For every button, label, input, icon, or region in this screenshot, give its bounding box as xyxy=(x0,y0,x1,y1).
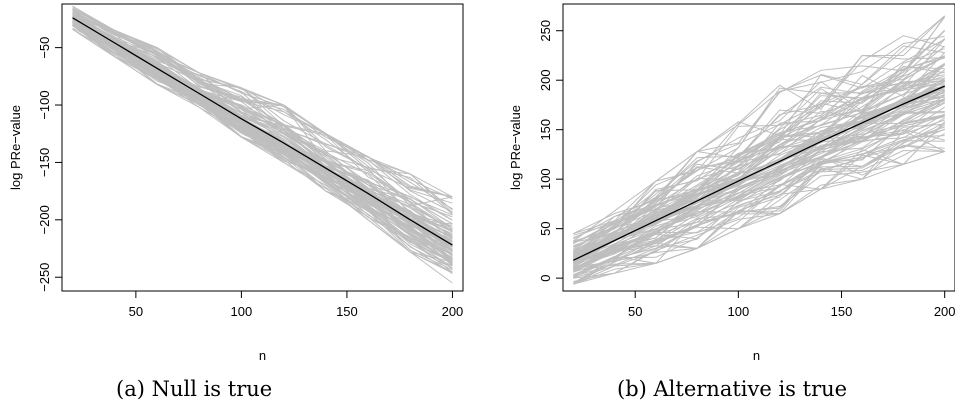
y-tick-label: −50 xyxy=(37,37,52,59)
replicate-line xyxy=(573,133,945,285)
replicate-line xyxy=(573,15,946,243)
replicate-line xyxy=(573,15,946,235)
x-tick-label: 50 xyxy=(628,304,642,319)
x-tick-label: 200 xyxy=(934,304,955,319)
panel-null-is-true: 50 100 150 200 −50 −100 −150 −200 −250 n log PR… xyxy=(8,3,464,363)
y-tick-label: 250 xyxy=(538,20,553,42)
y-tick-label: 100 xyxy=(538,168,553,190)
y-tick-label: −150 xyxy=(37,148,52,177)
y-tick-label: 200 xyxy=(538,69,553,91)
replicate-line xyxy=(573,126,945,284)
replicate-line xyxy=(72,5,453,198)
replicate-line xyxy=(573,140,945,270)
caption-alternative-is-true: (b) Alternative is true xyxy=(617,377,848,401)
x-tick-label: 50 xyxy=(129,304,143,319)
x-axis-label: n xyxy=(753,348,760,363)
replicate-line xyxy=(573,98,945,270)
replicate-line xyxy=(573,79,945,254)
replicate-line xyxy=(573,129,945,285)
replicate-line xyxy=(72,8,453,198)
caption-null-is-true: (a) Null is true xyxy=(116,377,273,401)
replicate-line xyxy=(72,24,453,265)
replicate-line xyxy=(573,84,945,258)
replicate-line xyxy=(573,55,945,253)
x-axis-ticks: 50 100 150 200 xyxy=(628,291,955,319)
y-tick-label: −250 xyxy=(37,263,52,292)
y-axis-ticks: 0 50 100 150 200 250 xyxy=(538,20,563,282)
replicate-line xyxy=(72,23,453,261)
y-axis-ticks: −50 −100 −150 −200 −250 xyxy=(37,37,62,292)
replicate-lines xyxy=(72,5,453,284)
replicate-line xyxy=(573,98,945,270)
replicate-line xyxy=(573,54,945,242)
mean-line xyxy=(72,17,453,246)
replicate-line xyxy=(72,25,453,273)
mean-line xyxy=(573,85,945,261)
replicate-line xyxy=(573,63,945,253)
replicate-line xyxy=(573,130,945,285)
y-tick-label: −200 xyxy=(37,205,52,234)
replicate-line xyxy=(573,96,945,261)
x-tick-label: 150 xyxy=(336,304,358,319)
y-tick-label: 0 xyxy=(538,275,553,282)
replicate-line xyxy=(72,13,453,221)
x-axis-ticks: 50 100 150 200 xyxy=(129,291,464,319)
replicate-line xyxy=(573,62,945,260)
y-tick-label: 50 xyxy=(538,221,553,235)
y-tick-label: 150 xyxy=(538,119,553,141)
replicate-line xyxy=(72,14,453,247)
replicate-line xyxy=(573,151,945,285)
y-axis-label: log PRe−value xyxy=(8,105,23,190)
replicate-line xyxy=(573,45,945,251)
replicate-line xyxy=(573,57,945,258)
replicate-lines xyxy=(572,15,946,285)
y-tick-label: −100 xyxy=(37,90,52,119)
replicate-line xyxy=(573,106,945,271)
plot-frame xyxy=(562,3,955,292)
replicate-line xyxy=(72,28,453,284)
x-axis-label: n xyxy=(259,348,266,363)
x-tick-label: 200 xyxy=(442,304,464,319)
replicate-line xyxy=(573,128,945,282)
x-tick-label: 150 xyxy=(831,304,853,319)
panel-alternative-is-true: 50 100 150 200 0 50 100 150 200 250 n log PRe−va… xyxy=(508,3,955,363)
plot-frame xyxy=(61,3,464,292)
y-axis-label: log PRe−value xyxy=(508,105,523,190)
replicate-line xyxy=(72,18,453,252)
replicate-line xyxy=(573,121,946,285)
x-tick-label: 100 xyxy=(728,304,750,319)
x-tick-label: 100 xyxy=(231,304,253,319)
replicate-line xyxy=(72,24,453,252)
replicate-line xyxy=(72,15,453,230)
replicate-line xyxy=(573,94,945,269)
replicate-line xyxy=(573,94,945,267)
replicate-line xyxy=(573,114,945,277)
replicate-line xyxy=(573,102,945,261)
replicate-line xyxy=(572,71,945,257)
